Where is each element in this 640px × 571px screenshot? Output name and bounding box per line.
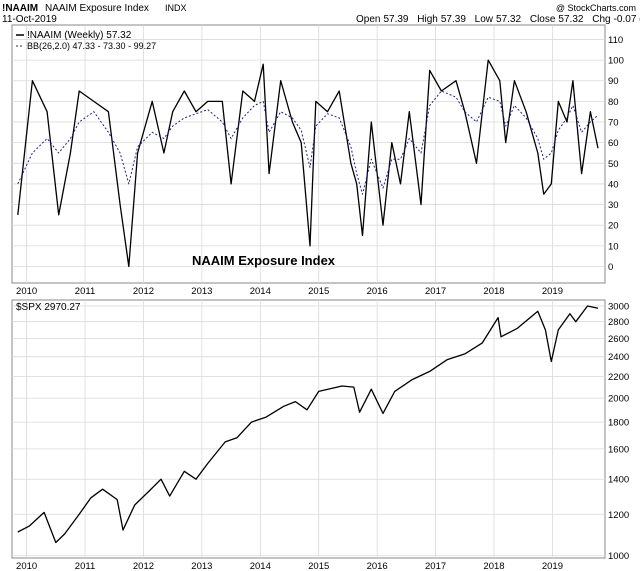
x-tick-label: 2012 bbox=[133, 286, 154, 297]
naaim-panel-frame bbox=[11, 24, 606, 284]
x-tick-label: 2017 bbox=[425, 561, 446, 571]
y-tick-label: 90 bbox=[608, 76, 619, 87]
spx-y-axis: 1000 1200 1400 1600 1800 2000 2200 2400 2600 2800… bbox=[608, 301, 629, 562]
x-tick-label: 2014 bbox=[250, 561, 271, 571]
legend-spx: $SPX 2970.27 bbox=[16, 302, 81, 313]
spx-panel-frame bbox=[11, 299, 606, 559]
y-tick-label: 30 bbox=[608, 200, 619, 211]
y-tick-label: 1800 bbox=[608, 418, 629, 429]
y-tick-label: 100 bbox=[608, 56, 624, 67]
y-tick-label: 3000 bbox=[608, 301, 629, 312]
y-tick-label: 50 bbox=[608, 159, 619, 170]
naaim-gridlines bbox=[12, 25, 605, 283]
naaim-legend: !NAAIM (Weekly) 57.32 BB(26,2.0) 47.33 -… bbox=[16, 30, 156, 51]
x-tick-label: 2015 bbox=[308, 286, 329, 297]
series-line-1 bbox=[17, 90, 599, 195]
x-tick-label: 2014 bbox=[250, 286, 271, 297]
x-tick-label: 2012 bbox=[133, 561, 154, 571]
series-line-0 bbox=[17, 305, 599, 544]
index-name: NAAIM Exposure Index bbox=[45, 3, 149, 14]
naaim-x-axis: 2010 2011 2012 2013 2014 2015 2016 2017 2018 2019 bbox=[16, 286, 563, 297]
symbol-label: !NAAIM bbox=[2, 3, 38, 14]
x-tick-label: 2011 bbox=[75, 561, 95, 571]
y-tick-label: 2800 bbox=[608, 317, 629, 328]
y-tick-label: 1200 bbox=[608, 510, 629, 521]
spx-series bbox=[17, 305, 599, 544]
y-tick-label: 10 bbox=[608, 241, 619, 252]
ohlc-line: Open 57.39 High 57.39 Low 57.32 Close 57.32 … bbox=[356, 14, 640, 25]
y-tick-label: 2400 bbox=[608, 352, 629, 363]
y-tick-label: 2600 bbox=[608, 334, 629, 345]
y-tick-label: 20 bbox=[608, 221, 619, 232]
naaim-series bbox=[17, 59, 599, 268]
y-tick-label: 1000 bbox=[608, 551, 629, 562]
legend-naaim: !NAAIM (Weekly) 57.32 bbox=[27, 30, 132, 41]
spx-x-axis: 2010 2011 2012 2013 2014 2015 2016 2017 2018 2019 bbox=[16, 561, 563, 571]
x-tick-label: 2010 bbox=[16, 561, 37, 571]
y-tick-label: 1600 bbox=[608, 444, 629, 455]
x-tick-label: 2015 bbox=[308, 561, 329, 571]
chart-title-annotation: NAAIM Exposure Index bbox=[192, 253, 336, 268]
naaim-y-axis: 0 10 20 30 40 50 60 70 80 90 100 110 bbox=[608, 35, 624, 273]
spx-gridlines bbox=[12, 300, 605, 558]
brand-label: @ StockCharts.com bbox=[556, 3, 636, 13]
x-tick-label: 2017 bbox=[425, 286, 446, 297]
y-tick-label: 2000 bbox=[608, 394, 629, 405]
x-tick-label: 2011 bbox=[75, 286, 95, 297]
series-line-0 bbox=[17, 59, 599, 268]
spx-panel: 2010 2011 2012 2013 2014 2015 2016 2017 2018 2019… bbox=[11, 299, 629, 571]
y-tick-label: 80 bbox=[608, 97, 619, 108]
y-tick-label: 0 bbox=[608, 262, 613, 273]
y-tick-label: 110 bbox=[608, 35, 623, 46]
x-tick-label: 2016 bbox=[367, 561, 388, 571]
y-tick-label: 2200 bbox=[608, 372, 629, 383]
y-tick-label: 70 bbox=[608, 118, 619, 129]
y-tick-label: 1400 bbox=[608, 475, 629, 486]
legend-bb: BB(26,2.0) 47.33 - 73.30 - 99.27 bbox=[27, 41, 156, 51]
chart-header: !NAAIM NAAIM Exposure Index INDX 11-Oct-… bbox=[2, 3, 640, 25]
x-tick-label: 2013 bbox=[191, 286, 212, 297]
y-tick-label: 40 bbox=[608, 179, 619, 190]
y-tick-label: 60 bbox=[608, 138, 619, 149]
x-tick-label: 2018 bbox=[483, 286, 504, 297]
exchange-label: INDX bbox=[165, 3, 187, 13]
x-tick-label: 2018 bbox=[483, 561, 504, 571]
x-tick-label: 2013 bbox=[191, 561, 212, 571]
x-tick-label: 2016 bbox=[367, 286, 388, 297]
date-label: 11-Oct-2019 bbox=[2, 14, 57, 25]
x-tick-label: 2010 bbox=[16, 286, 37, 297]
x-tick-label: 2019 bbox=[542, 286, 563, 297]
x-tick-label: 2019 bbox=[542, 561, 563, 571]
naaim-panel: 2010 2011 2012 2013 2014 2015 2016 2017 2018 2019… bbox=[11, 24, 624, 297]
